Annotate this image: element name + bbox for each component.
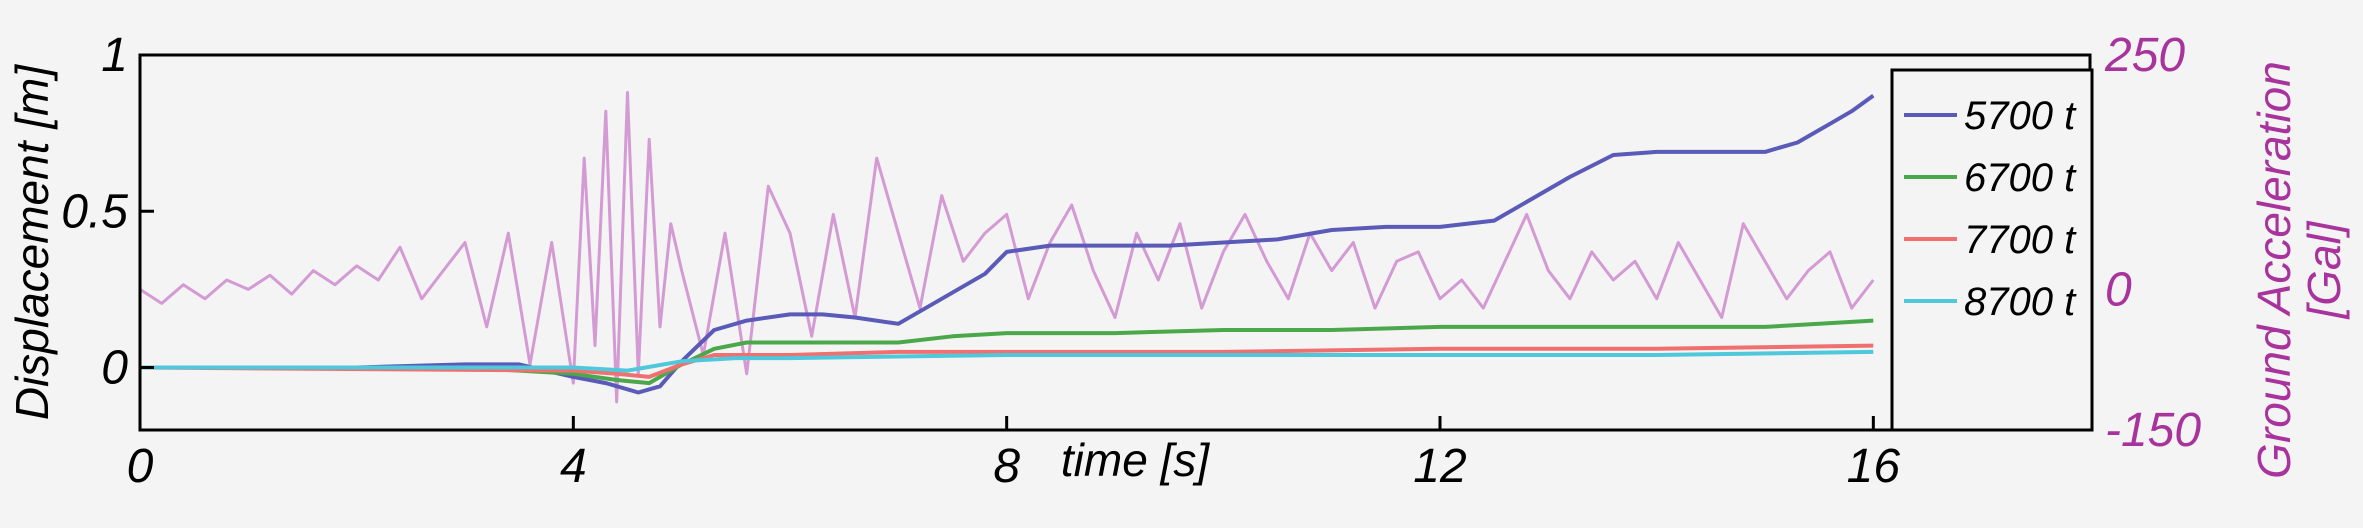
x-tick-label: 12 bbox=[1413, 440, 1466, 493]
y2-tick-label: 0 bbox=[2105, 263, 2132, 316]
acceleration-series-layer bbox=[139, 91, 1875, 404]
legend-label: 8700 t bbox=[1964, 280, 2077, 324]
y-tick-label: 0.5 bbox=[61, 185, 128, 238]
legend-label: 5700 t bbox=[1964, 94, 2077, 138]
x-tick-label: 4 bbox=[560, 440, 587, 493]
y2-tick-label: 250 bbox=[2104, 29, 2185, 82]
ticks-layer: 0 4 8 12 16 0 0.5 1 -150 0 250 bbox=[61, 29, 2201, 493]
y2-axis-title: Ground Acceleration bbox=[2248, 61, 2300, 479]
x-tick-label: 8 bbox=[993, 440, 1020, 493]
y2-tick-label: -150 bbox=[2105, 404, 2201, 457]
displacement-series-layer bbox=[139, 93, 1875, 395]
x-tick-label: 16 bbox=[1847, 440, 1901, 493]
acceleration-line bbox=[139, 91, 1875, 404]
series-line-6700-t bbox=[140, 318, 1874, 386]
x-axis-title: time [s] bbox=[1061, 434, 1210, 486]
y-tick-label: 0 bbox=[101, 342, 128, 395]
x-tick-label: 0 bbox=[127, 440, 154, 493]
y-axis-title: Displacement [m] bbox=[6, 64, 58, 421]
series-line-5700-t bbox=[140, 93, 1875, 395]
y2-axis-unit: [Gal] bbox=[2298, 220, 2350, 319]
series-line-7700-t bbox=[139, 343, 1874, 379]
legend-box bbox=[1890, 68, 2094, 432]
legend-label: 7700 t bbox=[1964, 218, 2077, 262]
plot-frame bbox=[138, 53, 2092, 432]
y-tick-label: 1 bbox=[101, 29, 128, 82]
legend: 5700 t 6700 t 7700 t 8700 t bbox=[1890, 68, 2094, 432]
series-line-8700-t bbox=[140, 349, 1874, 373]
legend-label: 6700 t bbox=[1964, 156, 2077, 200]
